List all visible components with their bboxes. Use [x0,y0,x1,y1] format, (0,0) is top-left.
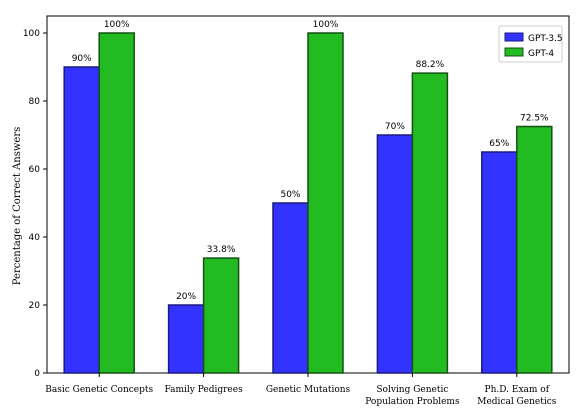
bar-gpt-4 [98,32,135,374]
legend-label: GPT-4 [528,49,554,59]
x-tick-label: Medical Genetics [477,397,557,407]
x-tick-label: Ph.D. Exam of [485,385,550,395]
data-label: 50% [280,190,300,200]
y-tick-label: 40 [29,233,41,243]
x-tick-label: Family Pedigrees [165,385,244,395]
data-label: 20% [176,292,196,302]
bar-gpt-3-5 [167,304,205,374]
data-label: 70% [385,122,405,132]
legend-label: GPT-3.5 [528,34,563,44]
x-tick-label: Population Problems [365,397,460,407]
y-axis-label: Percentage of Correct Answers [12,127,23,285]
legend-swatch [504,47,524,57]
data-label: 72.5% [520,114,549,124]
bar-gpt-4 [516,125,553,374]
bar-gpt-4 [202,257,240,374]
data-label: 88.2% [416,60,445,70]
plot-area: 0 20 40 60 80 100 90% 100% Basic Genetic Concept… [23,15,570,407]
bar-gpt-3-5 [63,66,100,374]
data-label: 33.8% [207,245,236,255]
bar-gpt-4 [307,32,344,374]
data-label: 65% [489,139,509,149]
y-tick-label: 80 [29,97,41,107]
y-tick-label: 100 [23,29,40,39]
x-tick-label: Genetic Mutations [266,385,351,395]
x-tick-label: Basic Genetic Concepts [45,385,153,395]
data-label: 90% [72,54,92,64]
data-label: 100% [313,20,339,30]
data-label: 100% [104,20,130,30]
bar-gpt-4 [411,72,449,374]
bar-gpt-3-5 [376,134,414,374]
legend-swatch [504,32,524,42]
y-tick-label: 0 [34,369,40,379]
bar-gpt-3-5 [481,151,518,374]
bar-gpt-3-5 [272,202,309,374]
y-tick-label: 20 [29,301,41,311]
y-tick-label: 60 [29,165,41,175]
x-tick-label: Solving Genetic [376,385,448,395]
